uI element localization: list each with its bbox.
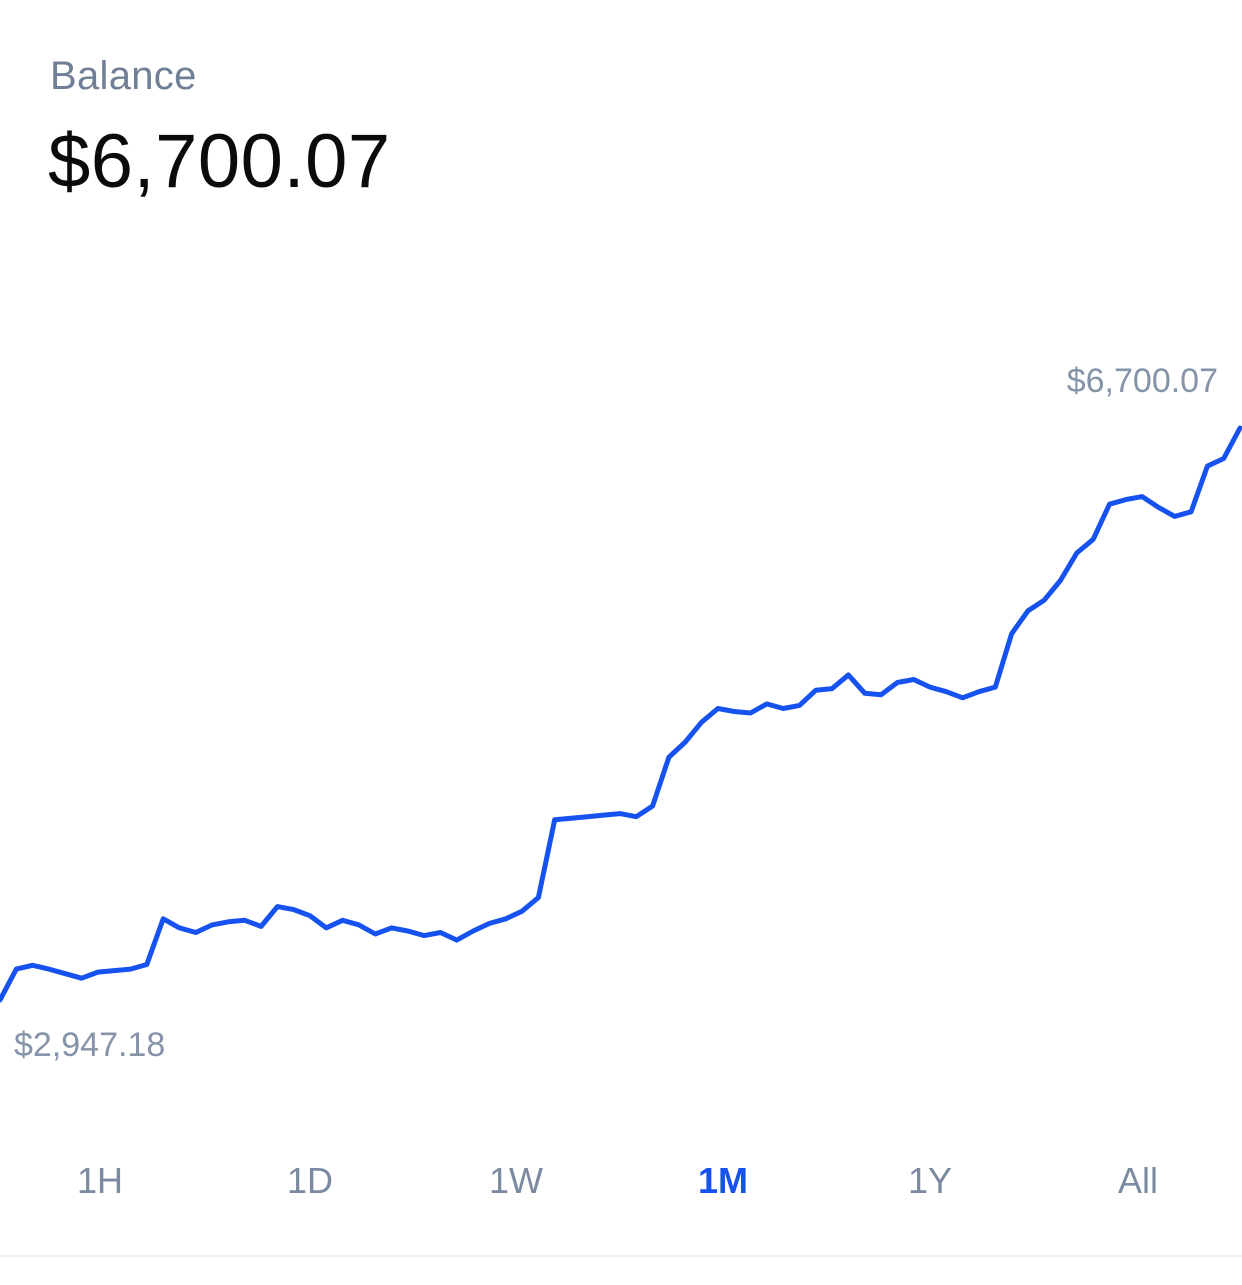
balance-line — [0, 425, 1242, 1003]
balance-value: $6,700.07 — [48, 119, 391, 204]
chart-max-label: $6,700.07 — [1066, 362, 1218, 400]
range-tab-all[interactable]: All — [1117, 1160, 1159, 1201]
chart-min-label: $2,947.18 — [14, 1026, 166, 1064]
range-tab-1w[interactable]: 1W — [489, 1160, 543, 1201]
range-tab-1h[interactable]: 1H — [76, 1160, 124, 1201]
time-range-selector: 1H 1D 1W 1M 1Y All — [0, 1160, 1242, 1220]
range-tab-1y[interactable]: 1Y — [907, 1160, 953, 1201]
bottom-divider — [0, 1255, 1242, 1257]
range-tab-1m[interactable]: 1M — [697, 1160, 749, 1201]
range-tab-1d[interactable]: 1D — [286, 1160, 334, 1201]
balance-label: Balance — [50, 54, 197, 98]
